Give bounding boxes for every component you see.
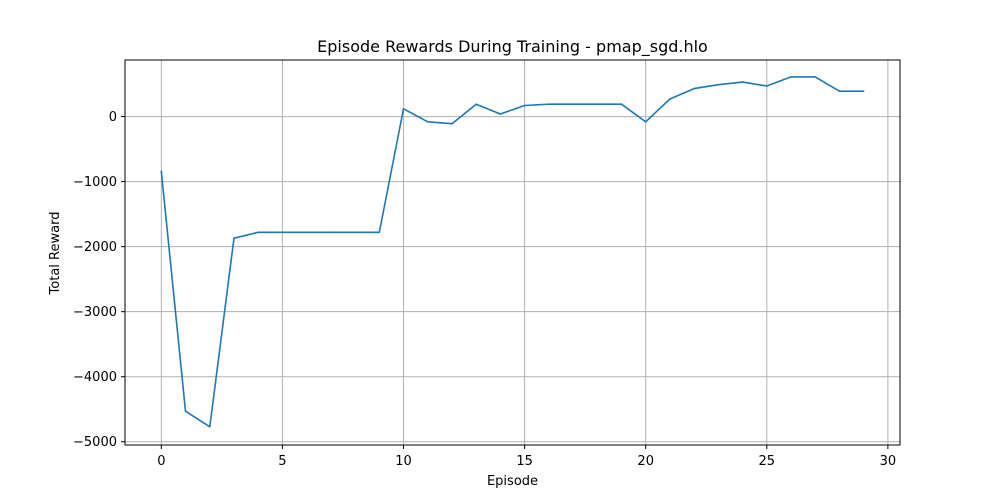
data-point [257, 231, 260, 234]
grid-lines [125, 60, 900, 445]
data-point [160, 170, 163, 173]
data-point [862, 90, 865, 93]
data-point [669, 98, 671, 100]
data-point [548, 103, 550, 106]
data-point [814, 76, 817, 78]
chart-title: Episode Rewards During Training - pmap_s… [317, 37, 708, 57]
y-tick-label: −4000 [73, 370, 117, 385]
x-tick-label: 30 [880, 454, 897, 469]
data-point [305, 231, 308, 234]
data-point [499, 113, 502, 115]
data-point [596, 103, 599, 106]
x-tick-label: 25 [759, 454, 776, 469]
data-point [378, 231, 381, 234]
data-point [693, 87, 695, 90]
data-point [451, 122, 453, 125]
y-tick-label: −2000 [73, 240, 117, 255]
y-tick-label: −1000 [73, 175, 117, 190]
y-tick-label: −5000 [73, 435, 117, 450]
data-point [838, 90, 841, 93]
x-tick-label: 15 [516, 454, 533, 469]
data-point [790, 76, 792, 78]
x-axis: 0 5 10 15 20 25 30 [157, 445, 896, 469]
series-layer [160, 76, 865, 428]
data-point [741, 81, 744, 83]
data-point [620, 103, 623, 106]
data-point [330, 231, 332, 234]
data-point [281, 231, 284, 234]
y-tick-label: −3000 [73, 305, 117, 320]
data-point [233, 237, 235, 239]
y-axis: 0 −1000 −2000 −3000 −4000 −5000 [73, 110, 125, 450]
plot-area-frame [124, 59, 901, 446]
x-tick-label: 20 [637, 454, 654, 469]
data-point [426, 120, 429, 123]
data-point [717, 83, 720, 86]
data-point [184, 410, 187, 412]
x-axis-label: Episode [487, 474, 538, 489]
series-line [160, 76, 864, 428]
data-point [402, 107, 405, 110]
data-point [644, 120, 647, 123]
data-point [354, 231, 356, 234]
x-tick-label: 0 [157, 454, 165, 469]
x-tick-label: 10 [395, 454, 412, 469]
y-axis-label: Total Reward [48, 212, 63, 296]
y-tick-label: 0 [109, 110, 117, 125]
x-tick-label: 5 [278, 454, 286, 469]
data-point [572, 103, 574, 106]
data-point [208, 425, 211, 428]
data-point [765, 85, 768, 87]
data-point [523, 104, 526, 107]
data-point [475, 103, 477, 106]
